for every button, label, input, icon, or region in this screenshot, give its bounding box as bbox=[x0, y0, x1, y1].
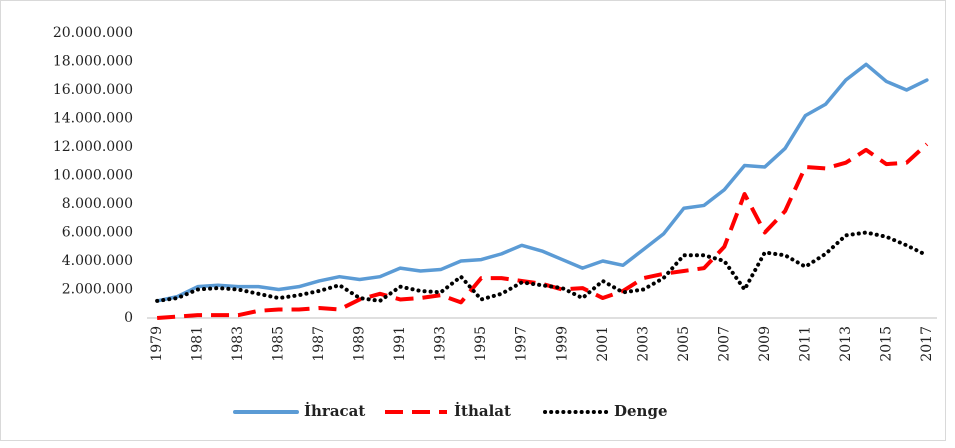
x-tick-label: 2007 bbox=[716, 326, 732, 362]
x-tick-label: 1985 bbox=[271, 326, 287, 362]
legend-label: İhracat bbox=[304, 401, 365, 420]
x-tick-label: 1995 bbox=[473, 326, 489, 362]
x-tick-label: 1997 bbox=[514, 326, 530, 362]
x-tick-label: 2005 bbox=[676, 326, 692, 362]
x-tick-label: 2009 bbox=[757, 326, 773, 362]
legend-label: İthalat bbox=[454, 401, 511, 420]
x-tick-label: 1979 bbox=[149, 326, 165, 362]
y-tick-label: 18.000.000 bbox=[53, 54, 133, 70]
y-tick-label: 2.000.000 bbox=[62, 282, 133, 298]
x-tick-label: 2013 bbox=[838, 326, 854, 362]
x-tick-label: 1981 bbox=[190, 326, 206, 362]
x-tick-label: 1983 bbox=[230, 326, 246, 362]
chart-frame bbox=[0, 0, 946, 441]
y-tick-label: 12.000.000 bbox=[53, 139, 133, 155]
y-tick-label: 6.000.000 bbox=[62, 225, 133, 241]
x-tick-label: 1993 bbox=[433, 326, 449, 362]
series-line bbox=[156, 142, 929, 320]
x-tick-label: 1989 bbox=[352, 326, 368, 362]
x-tick-label: 1987 bbox=[311, 326, 327, 362]
y-tick-label: 14.000.000 bbox=[53, 111, 133, 127]
y-tick-label: 8.000.000 bbox=[62, 196, 133, 212]
legend-label: Denge bbox=[614, 402, 668, 420]
series-line bbox=[155, 230, 929, 303]
x-tick-label: 2017 bbox=[919, 326, 935, 362]
y-tick-label: 4.000.000 bbox=[62, 253, 133, 269]
x-tick-label: 1999 bbox=[554, 326, 570, 362]
x-tick-label: 1991 bbox=[392, 326, 408, 362]
y-tick-label: 0 bbox=[124, 310, 133, 326]
x-tick-label: 2015 bbox=[878, 326, 894, 362]
y-tick-label: 10.000.000 bbox=[53, 168, 133, 184]
x-tick-label: 2003 bbox=[635, 326, 651, 362]
x-tick-label: 2001 bbox=[595, 326, 611, 362]
y-tick-label: 16.000.000 bbox=[53, 82, 133, 98]
x-tick-label: 2011 bbox=[797, 326, 813, 362]
series-line bbox=[155, 62, 929, 303]
y-tick-label: 20.000.000 bbox=[53, 25, 133, 41]
